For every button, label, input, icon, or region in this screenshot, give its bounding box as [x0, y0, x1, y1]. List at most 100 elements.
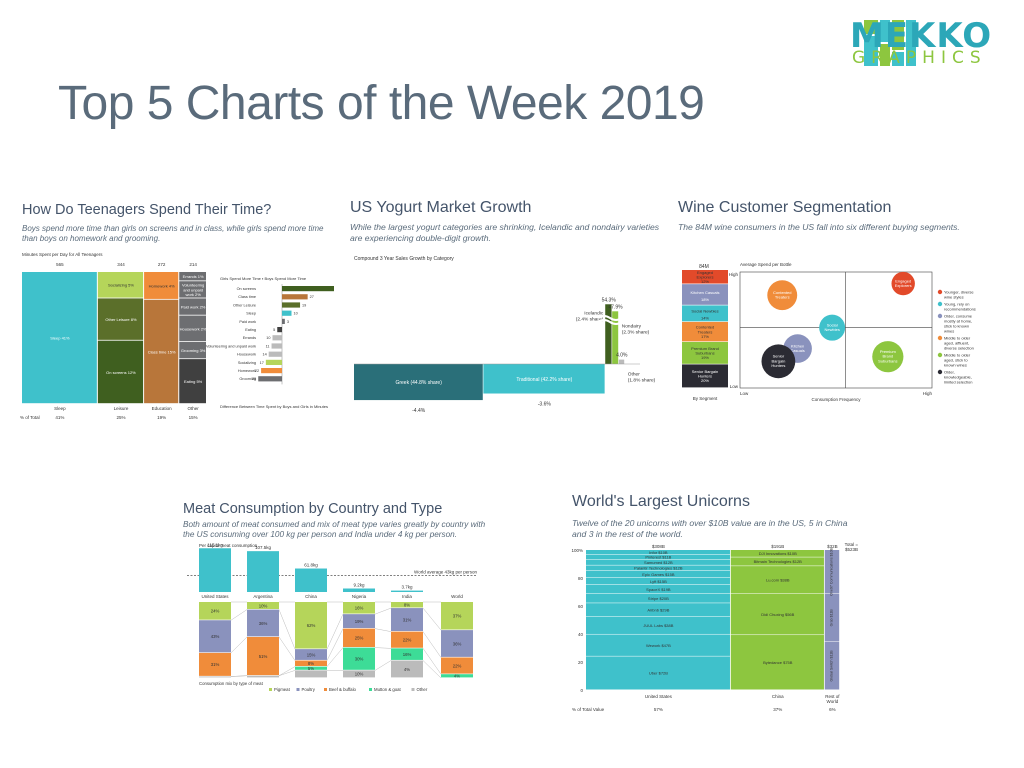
bottom-section-label: Consumption mix by type of meat [199, 681, 264, 686]
segment-bubble [761, 344, 796, 379]
mix-segment-label: 36% [453, 641, 462, 646]
unicorn-segment [730, 593, 824, 635]
segment-label: Socializing 5% [108, 283, 134, 288]
column-pct-label: 25% [116, 415, 125, 420]
unicorn-label: Palantir Technologies $12B [634, 566, 683, 571]
mix-segment [343, 628, 375, 647]
total-label: $523B [845, 547, 858, 552]
diff-bar [282, 294, 308, 300]
legend-text: Young, rely on [944, 302, 969, 307]
page-title: Top 5 Charts of the Week 2019 [58, 77, 705, 130]
yogurt-bar [354, 364, 483, 401]
chart-title: How Do Teenagers Spend Their Time? [22, 202, 272, 218]
yogurt-bar [612, 311, 619, 364]
mix-segment [343, 670, 375, 678]
unicorn-label: JUUL Labs $38B [643, 623, 673, 628]
mix-segment [295, 660, 327, 666]
x-low-label: Low [740, 391, 749, 396]
column-pct-label: 15% [189, 415, 198, 420]
diff-category-label: Homework [238, 369, 256, 373]
legend-text: Older, [944, 370, 955, 375]
mix-segment [247, 609, 279, 637]
y-tick-label: 60 [578, 604, 584, 609]
chart-panel-unicorns[interactable]: World's Largest Unicorns Twelve of the 2… [570, 490, 865, 714]
legend-swatch [324, 688, 327, 691]
unicorn-label: Grab $11B [829, 609, 833, 627]
unicorn-segment [586, 593, 730, 603]
teen-chart-svg: Minutes Spent per Day for All Teenagers 5… [20, 252, 334, 420]
mekko-segment [179, 315, 206, 342]
unicorn-label: Uber $72B [649, 671, 668, 676]
chart-panel-meat[interactable]: Meat Consumption by Country and Type Bot… [183, 498, 491, 702]
legend-swatch [269, 688, 272, 691]
mekko-segment [179, 359, 206, 404]
chart-title: World's Largest Unicorns [572, 493, 750, 510]
unicorn-segment [586, 559, 730, 565]
bubble-label: Kitchen [791, 343, 804, 348]
bubble-label: Explorers [895, 283, 912, 288]
bar-value-label: 47.9% [608, 304, 623, 310]
mix-segment [391, 648, 423, 660]
legend-swatch [296, 688, 300, 691]
chart-title: Wine Customer Segmentation [678, 199, 892, 216]
segment-stack-bar [682, 284, 728, 305]
y-tick-label: 20 [578, 660, 584, 665]
country-label: United States [201, 594, 229, 599]
diff-bar [258, 376, 282, 382]
chart-panel-teenagers[interactable]: How Do Teenagers Spend Their Time? Boys … [20, 198, 334, 426]
mekko-segment [97, 340, 144, 404]
column-category-label: China [772, 694, 784, 699]
chart-panel-wine[interactable]: Wine Customer Segmentation The 84M wine … [678, 196, 1008, 418]
per-capita-bar [391, 590, 423, 592]
diff-category-label: Housework [237, 353, 256, 357]
segment-label: On screens 12% [106, 370, 136, 375]
legend-label: Other [417, 687, 428, 692]
per-capita-bar [199, 548, 231, 592]
diff-value-label: 19 [302, 303, 306, 307]
bubble-label: Hunters [771, 363, 785, 368]
bubble-label: Senior [773, 354, 785, 359]
chart-panel-yogurt[interactable]: US Yogurt Market Growth While the larges… [350, 196, 662, 418]
mix-segment [295, 649, 327, 660]
unicorn-label: SpaceX $19B [646, 587, 671, 592]
mix-connector [230, 609, 248, 621]
unicorn-segment [586, 603, 730, 617]
chart-subtitle: The 84M wine consumers in the US fall in… [678, 222, 960, 232]
diff-category-label: Errands [243, 336, 256, 340]
mix-connector [422, 607, 442, 631]
mix-connector [230, 675, 248, 677]
unicorn-segment [730, 566, 824, 594]
stack-segment-pct: 20% [701, 378, 709, 383]
unicorn-segment [586, 571, 730, 578]
country-label: World [451, 594, 463, 599]
yogurt-bar [618, 359, 625, 364]
diff-bar [268, 351, 282, 357]
mix-segment [391, 631, 423, 648]
stack-segment-name: Social Newbies [691, 309, 718, 314]
stack-segment-name: Contented [696, 325, 714, 330]
unicorn-segment [824, 641, 840, 690]
bubble-label: Engaged [895, 278, 911, 283]
chart-subtitle: Boys spend more time than girls on scree… [22, 224, 324, 243]
mix-connector [422, 631, 442, 658]
per-capita-value: 9.2kg [353, 583, 365, 588]
stack-segment-name: Suburbans [695, 350, 714, 355]
per-capita-value: 115.1kg [207, 542, 223, 547]
meat-chart-svg: Per capita meat consumption World average… [187, 542, 477, 692]
column-category-label: Leisure [114, 406, 129, 411]
segment-stack-bar [682, 270, 728, 284]
segment-stack-bar [682, 341, 728, 364]
per-capita-value: 107.5kg [255, 545, 272, 550]
diff-category-label: Class time [238, 295, 256, 299]
bubble-label: Newbies [824, 327, 839, 332]
mekko-segment [144, 299, 179, 404]
unicorn-label: Didi Chuxing $56B [761, 612, 794, 617]
column-pct-label: 37% [773, 707, 782, 712]
diff-category-label: Paid work [239, 320, 256, 324]
country-label: India [402, 594, 412, 599]
unicorn-label: Bitmain Technologies $12B [754, 559, 803, 564]
diff-bar [277, 327, 282, 333]
mix-segment [441, 630, 473, 657]
pct-total-label: % of Total Value [572, 707, 605, 712]
y-low-label: Low [730, 384, 739, 389]
